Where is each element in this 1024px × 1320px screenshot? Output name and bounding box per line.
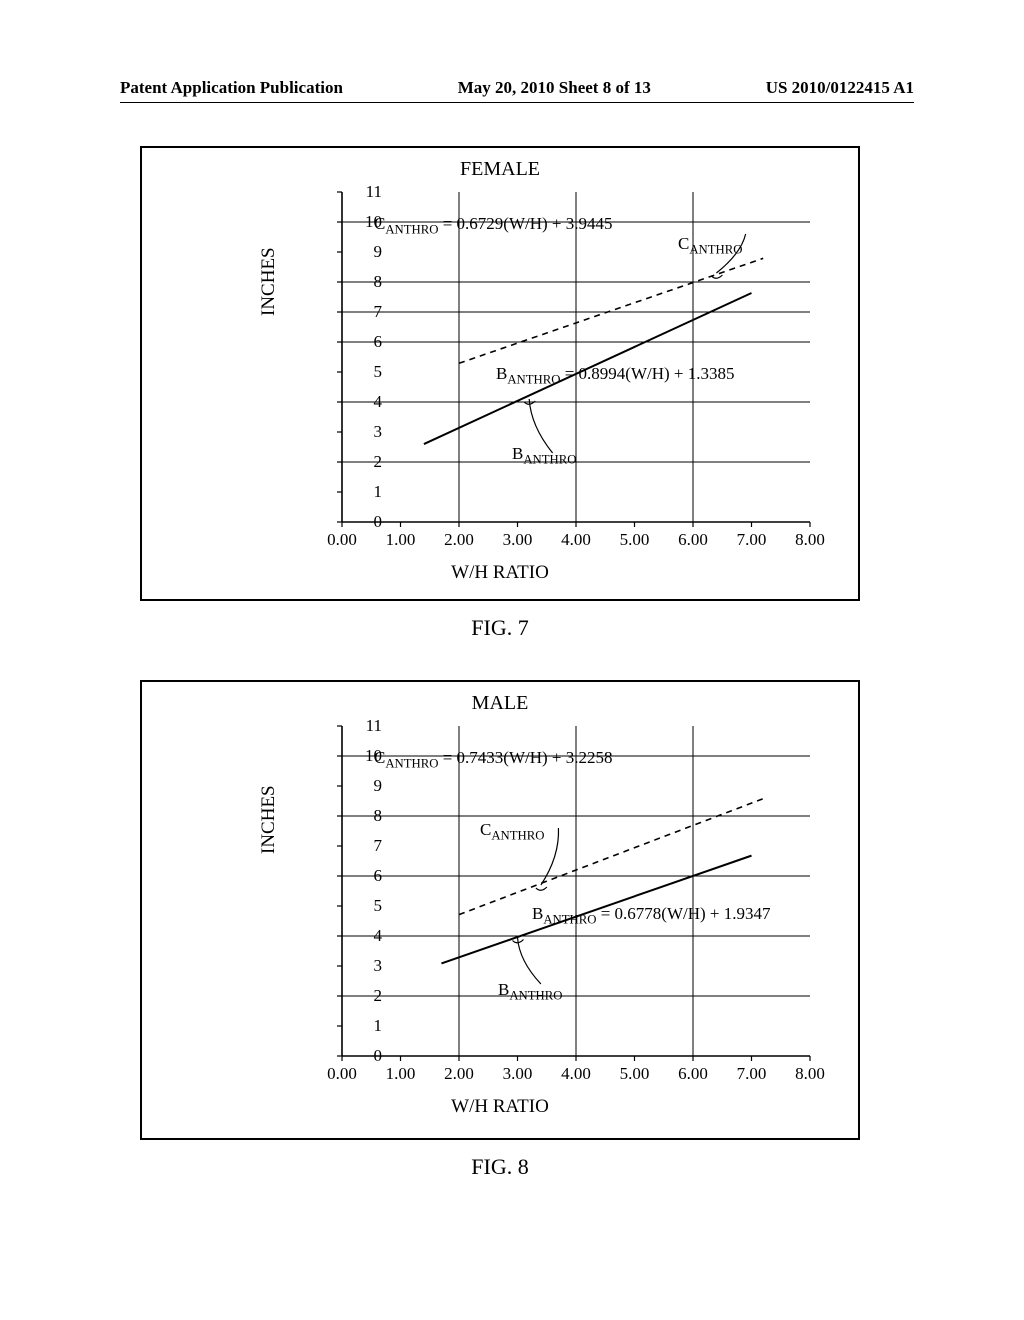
xtick-label: 8.00 [795,1064,825,1084]
xtick-label: 7.00 [737,1064,767,1084]
figure-7-title: FEMALE [142,158,858,181]
ytick-label: 10 [342,746,382,766]
figure-8-svg [342,726,810,1056]
figure-8-caption: FIG. 8 [140,1154,860,1180]
xtick-label: 6.00 [678,1064,708,1084]
ytick-label: 7 [342,302,382,322]
header-right: US 2010/0122415 A1 [766,78,914,98]
xtick-label: 1.00 [386,1064,416,1084]
ytick-label: 2 [342,986,382,1006]
ytick-label: 0 [342,1046,382,1066]
ytick-label: 3 [342,956,382,976]
xtick-label: 8.00 [795,530,825,550]
ytick-label: 10 [342,212,382,232]
figure-7-eq-b: BANTHRO = 0.8994(W/H) + 1.3385 [496,364,735,387]
xtick-label: 4.00 [561,1064,591,1084]
xtick-label: 3.00 [503,1064,533,1084]
ytick-label: 8 [342,272,382,292]
figure-8-plot [342,726,810,1056]
header-left: Patent Application Publication [120,78,343,98]
ytick-label: 6 [342,332,382,352]
ytick-label: 8 [342,806,382,826]
figure-8-ylabel: INCHES [258,785,280,854]
figure-7-label-b: BANTHRO [512,444,576,467]
xtick-label: 1.00 [386,530,416,550]
ytick-label: 5 [342,362,382,382]
figure-7-box: FEMALE INCHES W/H RATIO CANTHRO = 0.6729… [140,146,860,601]
ytick-label: 1 [342,482,382,502]
xtick-label: 4.00 [561,530,591,550]
header-rule [120,102,914,103]
ytick-label: 1 [342,1016,382,1036]
figure-8-eq-b: BANTHRO = 0.6778(W/H) + 1.9347 [532,904,771,927]
xtick-label: 3.00 [503,530,533,550]
patent-header: Patent Application Publication May 20, 2… [120,78,914,98]
ytick-label: 7 [342,836,382,856]
xtick-label: 2.00 [444,1064,474,1084]
ytick-label: 9 [342,242,382,262]
header-mid: May 20, 2010 Sheet 8 of 13 [458,78,651,98]
xtick-label: 5.00 [620,530,650,550]
ytick-label: 11 [342,716,382,736]
ytick-label: 2 [342,452,382,472]
figure-8-title: MALE [142,692,858,715]
ytick-label: 3 [342,422,382,442]
figure-7-label-c: CANTHRO [678,234,742,257]
figure-8-eq-c: CANTHRO = 0.7433(W/H) + 3.2258 [374,748,613,771]
xtick-label: 0.00 [327,1064,357,1084]
xtick-label: 7.00 [737,530,767,550]
ytick-label: 6 [342,866,382,886]
figure-8-xlabel: W/H RATIO [142,1096,858,1118]
xtick-label: 6.00 [678,530,708,550]
figure-7-xlabel: W/H RATIO [142,562,858,584]
figure-8-label-b: BANTHRO [498,980,562,1003]
figure-7-eq-c: CANTHRO = 0.6729(W/H) + 3.9445 [374,214,613,237]
figure-8-box: MALE INCHES W/H RATIO CANTHRO = 0.7433(W… [140,680,860,1140]
figure-8-label-c: CANTHRO [480,820,544,843]
xtick-label: 0.00 [327,530,357,550]
ytick-label: 4 [342,392,382,412]
ytick-label: 11 [342,182,382,202]
xtick-label: 5.00 [620,1064,650,1084]
xtick-label: 2.00 [444,530,474,550]
ytick-label: 5 [342,896,382,916]
ytick-label: 4 [342,926,382,946]
ytick-label: 9 [342,776,382,796]
ytick-label: 0 [342,512,382,532]
figure-7-ylabel: INCHES [258,247,280,316]
figure-7-caption: FIG. 7 [140,615,860,641]
